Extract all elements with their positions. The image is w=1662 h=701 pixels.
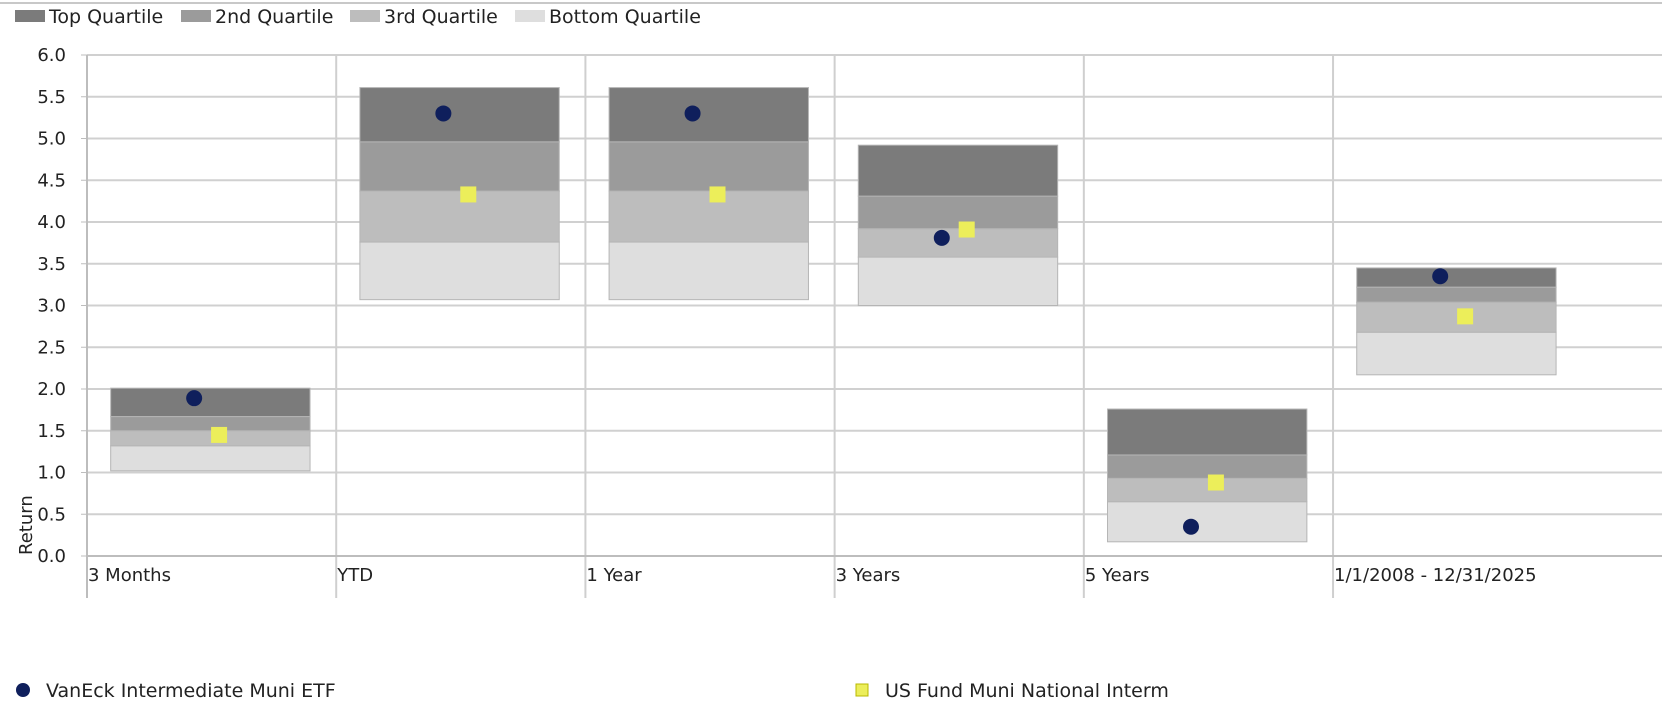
category-point — [958, 221, 975, 238]
3rd-quartile-box — [110, 430, 311, 447]
legend-label: Top Quartile — [48, 6, 163, 28]
bottom-quartile-box — [359, 241, 560, 301]
y-tick-label: 6.0 — [37, 45, 66, 66]
legend-series-label: US Fund Muni National Interm — [885, 680, 1169, 701]
quartile-boxes — [110, 87, 1557, 543]
y-tick-label: 3.0 — [37, 296, 66, 317]
data-markers — [186, 105, 1474, 535]
x-category-label: 5 Years — [1085, 565, 1150, 586]
fund-point — [684, 105, 701, 122]
fund-point — [186, 390, 203, 407]
category-point — [1457, 308, 1474, 325]
y-tick-label: 1.0 — [37, 463, 66, 484]
category-point — [709, 186, 726, 203]
bottom-quartile-box — [1356, 331, 1557, 376]
legend-swatch — [350, 10, 380, 22]
quartile-legend: Top Quartile 2nd Quartile 3rd Quartile Bott… — [15, 6, 701, 28]
y-axis-label: Return — [16, 495, 37, 555]
2nd-quartile-box — [110, 416, 311, 432]
x-category-label: YTD — [336, 565, 373, 586]
legend-label: 3rd Quartile — [384, 6, 498, 28]
2nd-quartile-box — [608, 141, 809, 192]
bottom-quartile-box — [857, 256, 1059, 307]
2nd-quartile-box — [857, 195, 1059, 230]
y-tick-label: 1.5 — [37, 421, 66, 442]
y-tick-label: 5.5 — [37, 87, 66, 108]
3rd-quartile-box — [608, 190, 809, 243]
bottom-quartile-box — [110, 445, 311, 472]
legend-swatch — [181, 10, 211, 22]
y-tick-label: 0.5 — [37, 504, 66, 525]
legend-square-marker — [855, 683, 869, 697]
fund-point — [933, 229, 950, 246]
top-quartile-box — [359, 87, 560, 143]
top-quartile-box — [1356, 267, 1557, 288]
legend-series-label: VanEck Intermediate Muni ETF — [46, 680, 336, 701]
x-category-label: 1 Year — [586, 565, 642, 586]
grid — [86, 54, 1662, 598]
y-tick-label: 5.0 — [37, 129, 66, 150]
fund-point — [1182, 518, 1199, 535]
y-tick-label: 2.0 — [37, 379, 66, 400]
category-point — [1207, 474, 1224, 491]
legend-label: 2nd Quartile — [215, 6, 333, 28]
x-category-label: 1/1/2008 - 12/31/2025 — [1334, 565, 1537, 586]
bottom-quartile-box — [608, 241, 809, 301]
top-quartile-box — [1107, 408, 1308, 456]
top-quartile-box — [857, 144, 1059, 197]
x-category-label: 3 Years — [836, 565, 901, 586]
legend-swatch — [15, 10, 45, 22]
top-quartile-box — [608, 87, 809, 143]
y-tick-label: 0.0 — [37, 546, 66, 567]
category-point — [460, 186, 477, 203]
x-category-label: 3 Months — [88, 565, 171, 586]
bottom-quartile-box — [1107, 501, 1308, 543]
y-tick-label: 4.0 — [37, 212, 66, 233]
legend-label: Bottom Quartile — [549, 6, 701, 28]
y-tick-label: 2.5 — [37, 337, 66, 358]
3rd-quartile-box — [359, 190, 560, 243]
2nd-quartile-box — [1107, 454, 1308, 479]
2nd-quartile-box — [1356, 286, 1557, 303]
top-quartile-box — [110, 387, 311, 418]
axes: 0.0 0.5 1.0 1.5 2.0 2.5 3.0 3.5 4.0 4.5 5.0 5.5 6.0 3… — [37, 45, 1662, 598]
category-point — [211, 426, 228, 443]
3rd-quartile-box — [1107, 477, 1308, 503]
y-tick-label: 4.5 — [37, 170, 66, 191]
legend-swatch — [515, 10, 545, 22]
fund-point — [435, 105, 452, 122]
y-tick-label: 3.5 — [37, 254, 66, 275]
3rd-quartile-box — [857, 228, 1059, 258]
series-legend: VanEck Intermediate Muni ETF US Fund Muni… — [16, 680, 1169, 701]
fund-point — [1432, 268, 1449, 285]
legend-circle-marker — [16, 683, 30, 697]
3rd-quartile-box — [1356, 301, 1557, 333]
2nd-quartile-box — [359, 141, 560, 192]
